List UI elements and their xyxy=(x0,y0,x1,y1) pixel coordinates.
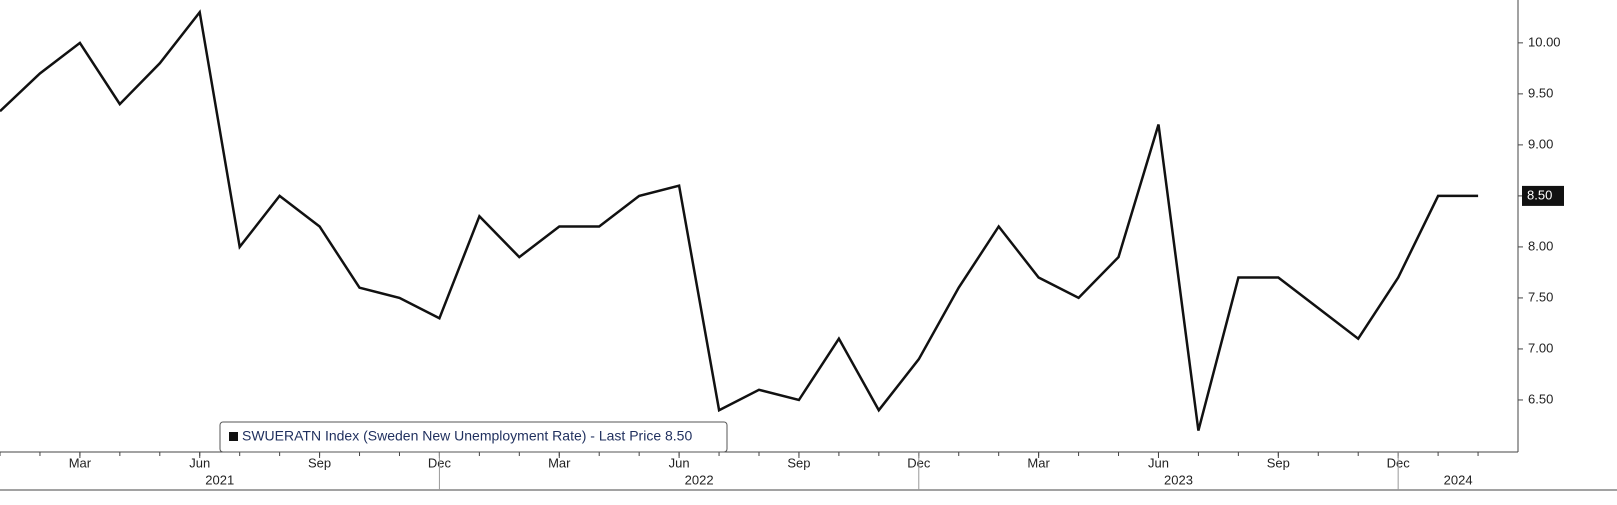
x-tick-label: Sep xyxy=(787,455,810,470)
year-label: 2021 xyxy=(205,472,234,487)
series-line xyxy=(0,9,1479,431)
x-tick-label: Jun xyxy=(669,455,690,470)
x-tick-label: Mar xyxy=(1027,455,1050,470)
legend: SWUERATN Index (Sweden New Unemployment … xyxy=(219,421,728,453)
y-tick-label: 9.50 xyxy=(1528,85,1553,100)
y-tick-label: 7.00 xyxy=(1528,340,1553,355)
last-price-label: 8.50 xyxy=(1527,187,1552,202)
x-tick-label: Sep xyxy=(308,455,331,470)
x-tick-label: Mar xyxy=(69,455,92,470)
year-label: 2024 xyxy=(1444,472,1473,487)
year-label: 2023 xyxy=(1164,472,1193,487)
y-tick-label: 9.00 xyxy=(1528,136,1553,151)
y-tick-label: 10.00 xyxy=(1528,34,1561,49)
legend-box xyxy=(219,421,728,453)
x-tick-label: Jun xyxy=(189,455,210,470)
last-price-tag xyxy=(1522,185,1564,206)
legend-swatch xyxy=(229,432,238,441)
legend-label: SWUERATN Index (Sweden New Unemployment … xyxy=(242,428,692,444)
y-tick-label: 8.00 xyxy=(1528,238,1553,253)
y-tick-label: 6.50 xyxy=(1528,391,1553,406)
x-tick-label: Jun xyxy=(1148,455,1169,470)
y-tick-label: 7.50 xyxy=(1528,289,1553,304)
year-label: 2022 xyxy=(685,472,714,487)
x-tick-label: Sep xyxy=(1267,455,1290,470)
x-tick-label: Mar xyxy=(548,455,571,470)
